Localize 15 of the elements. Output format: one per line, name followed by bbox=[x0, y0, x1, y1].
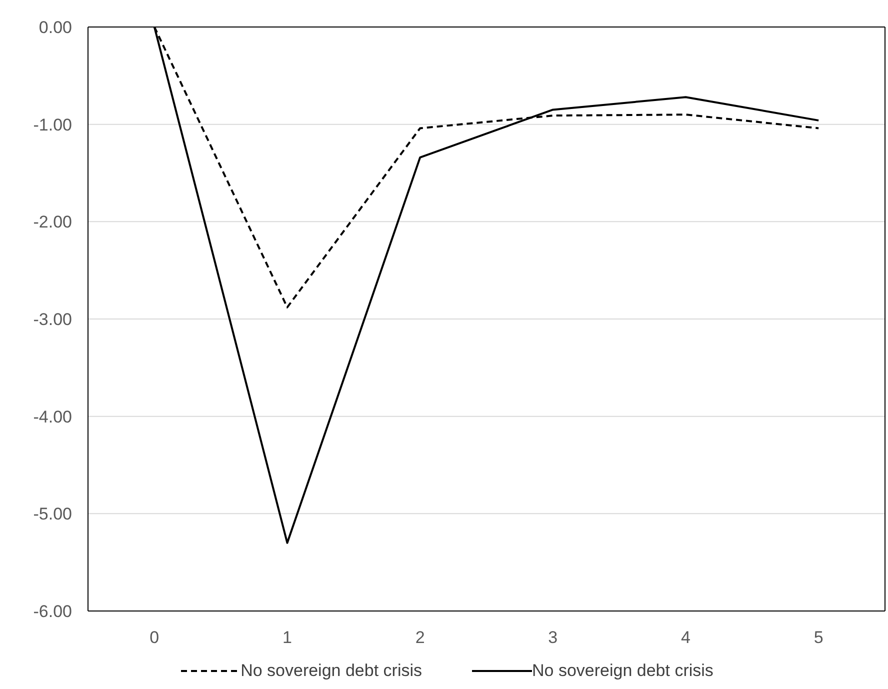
y-tick-label: -5.00 bbox=[33, 504, 72, 524]
y-tick-label: -1.00 bbox=[33, 115, 72, 134]
x-tick-label: 2 bbox=[415, 628, 425, 648]
y-tick-label: -4.00 bbox=[33, 407, 72, 426]
y-tick-label: -6.00 bbox=[33, 602, 72, 622]
x-tick-label: 0 bbox=[150, 628, 160, 648]
y-tick-label: -3.00 bbox=[33, 310, 72, 330]
y-tick-label: 0.00 bbox=[38, 18, 72, 38]
x-tick-label: 3 bbox=[548, 628, 558, 648]
legend-label: No sovereign debt crisis bbox=[240, 661, 422, 681]
x-tick-label: 4 bbox=[681, 628, 690, 648]
y-tick-label: -2.00 bbox=[33, 212, 72, 232]
x-tick-label: 5 bbox=[814, 628, 824, 648]
x-tick-label: 1 bbox=[282, 628, 292, 648]
legend-label: No sovereign debt crisis bbox=[532, 661, 714, 681]
